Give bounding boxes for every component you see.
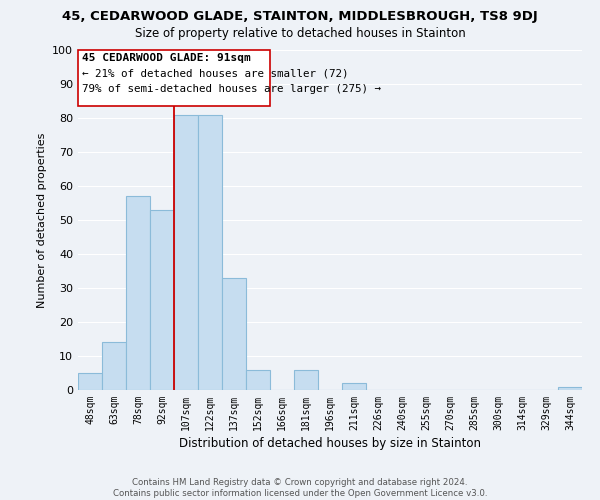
FancyBboxPatch shape xyxy=(78,50,270,106)
Bar xyxy=(102,342,126,390)
Text: 45 CEDARWOOD GLADE: 91sqm: 45 CEDARWOOD GLADE: 91sqm xyxy=(82,54,250,64)
Bar xyxy=(150,210,174,390)
Text: 79% of semi-detached houses are larger (275) →: 79% of semi-detached houses are larger (… xyxy=(82,84,380,94)
Text: Size of property relative to detached houses in Stainton: Size of property relative to detached ho… xyxy=(134,28,466,40)
Text: ← 21% of detached houses are smaller (72): ← 21% of detached houses are smaller (72… xyxy=(82,68,348,78)
Text: Contains HM Land Registry data © Crown copyright and database right 2024.
Contai: Contains HM Land Registry data © Crown c… xyxy=(113,478,487,498)
Bar xyxy=(78,373,102,390)
Bar xyxy=(198,114,222,390)
Bar xyxy=(342,383,366,390)
X-axis label: Distribution of detached houses by size in Stainton: Distribution of detached houses by size … xyxy=(179,437,481,450)
Bar xyxy=(174,114,198,390)
Bar xyxy=(294,370,318,390)
Bar xyxy=(558,386,582,390)
Bar xyxy=(222,278,246,390)
Y-axis label: Number of detached properties: Number of detached properties xyxy=(37,132,47,308)
Bar xyxy=(126,196,150,390)
Text: 45, CEDARWOOD GLADE, STAINTON, MIDDLESBROUGH, TS8 9DJ: 45, CEDARWOOD GLADE, STAINTON, MIDDLESBR… xyxy=(62,10,538,23)
Bar xyxy=(246,370,270,390)
